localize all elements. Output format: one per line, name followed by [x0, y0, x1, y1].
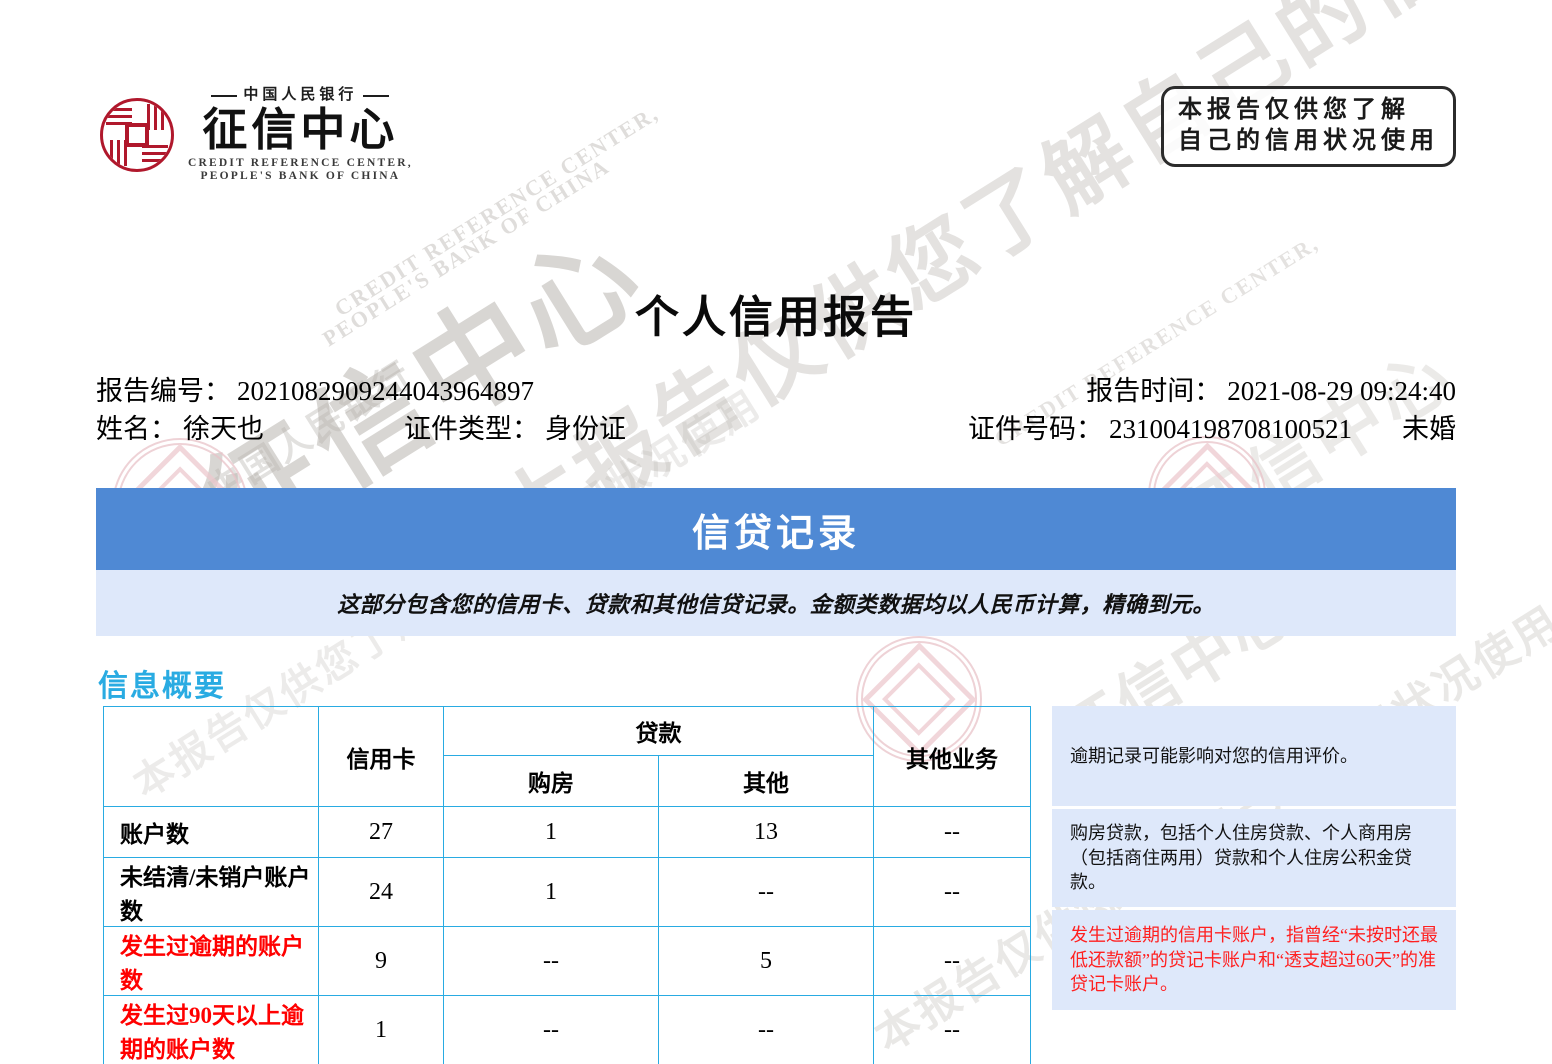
report-number-label: 报告编号：	[96, 376, 231, 406]
note-overdue-card-definition: 发生过逾期的信用卡账户，指曾经“未按时还最低还款额”的贷记卡账户和“透支超过60…	[1052, 910, 1456, 1010]
header-other-business: 其他业务	[873, 706, 1031, 807]
report-number-field: 报告编号： 2021082909244043964897	[96, 372, 534, 410]
cell-loan-other: 5	[658, 926, 874, 996]
table-row: 发生过逾期的账户数 9 -- 5 --	[103, 926, 1031, 996]
cell-loan-other: --	[658, 857, 874, 927]
report-time-value: 2021-08-29 09:24:40	[1227, 376, 1456, 406]
cell-other-business: --	[873, 806, 1031, 858]
page-title: 个人信用报告	[635, 293, 917, 342]
logo-top-line: 中国人民银行	[243, 87, 358, 103]
section-banner-subtitle: 这部分包含您的信用卡、贷款和其他信贷记录。金额类数据均以人民币计算，精确到元。	[337, 592, 1215, 617]
cell-other-business: --	[873, 995, 1031, 1064]
report-meta: 报告编号： 2021082909244043964897 报告时间： 2021-…	[96, 372, 1456, 449]
summary-table-head: 信用卡 贷款 其他业务 购房 其他	[103, 706, 1031, 807]
logo-rule-left	[211, 94, 238, 97]
id-number-label: 证件号码：	[968, 414, 1103, 445]
cell-loan-other: 13	[658, 806, 874, 858]
note-text: 购房贷款，包括个人住房贷款、个人商用房（包括商住两用）贷款和个人住房公积金贷款。	[1070, 822, 1412, 893]
usage-notice-badge: 本报告仅供您了解 自己的信用状况使用	[1161, 86, 1456, 168]
note-overdue-impact: 逾期记录可能影响对您的信用评价。	[1052, 706, 1456, 806]
summary-table-body: 账户数 27 1 13 -- 未结清/未销户账户数 24 1 -- -- 发生过…	[103, 806, 1031, 1064]
marital-status-value: 未婚	[1402, 414, 1456, 445]
note-text: 逾期记录可能影响对您的信用评价。	[1070, 745, 1358, 766]
report-number-value: 2021082909244043964897	[237, 376, 534, 406]
summary-table: 信用卡 贷款 其他业务 购房 其他 账户数 27 1 13 -- 未结清/未销户…	[103, 706, 1031, 1064]
summary-notes: 逾期记录可能影响对您的信用评价。 购房贷款，包括个人住房贷款、个人商用房（包括商…	[1052, 706, 1456, 1013]
section-banner-credit-record: 信贷记录	[96, 488, 1456, 570]
cell-credit-card: 1	[318, 995, 444, 1064]
row-label: 发生过90天以上逾期的账户数	[103, 995, 319, 1064]
cell-loan-house: --	[443, 995, 659, 1064]
table-header-row-1: 信用卡 贷款 其他业务	[103, 706, 1031, 807]
section-banner-title: 信贷记录	[691, 512, 860, 555]
usage-notice-line-1: 本报告仅供您了解	[1178, 97, 1410, 123]
logo-sub-line-1: CREDIT REFERENCE CENTER,	[188, 157, 413, 170]
header-loan-group: 贷款	[443, 706, 874, 756]
row-label: 发生过逾期的账户数	[103, 926, 319, 996]
header-loan-house: 购房	[443, 755, 659, 807]
logo-main-text: 征信中心	[202, 105, 399, 155]
cell-loan-house: --	[443, 926, 659, 996]
identity-left-group: 姓名： 徐天也 证件类型： 身份证	[96, 410, 626, 448]
table-row: 未结清/未销户账户数 24 1 -- --	[103, 857, 1031, 927]
summary-heading: 信息概要	[98, 670, 226, 703]
table-row: 发生过90天以上逾期的账户数 1 -- -- --	[103, 995, 1031, 1064]
row-label: 未结清/未销户账户数	[103, 857, 319, 927]
cell-loan-house: 1	[443, 857, 659, 927]
header-credit-card: 信用卡	[318, 706, 444, 807]
cell-other-business: --	[873, 926, 1031, 996]
cell-credit-card: 24	[318, 857, 444, 927]
pboc-credit-center-logo: 中国人民银行 征信中心 CREDIT REFERENCE CENTER, PEO…	[100, 88, 413, 182]
header-corner-blank	[103, 706, 319, 807]
pboc-emblem-icon	[100, 98, 174, 173]
id-type-label: 证件类型：	[404, 414, 539, 445]
cell-other-business: --	[873, 857, 1031, 927]
usage-notice-line-2: 自己的信用状况使用	[1178, 127, 1439, 154]
note-text: 发生过逾期的信用卡账户，指曾经“未按时还最低还款额”的贷记卡账户和“透支超过60…	[1070, 924, 1438, 995]
cell-loan-other: --	[658, 995, 874, 1064]
name-value: 徐天也	[183, 414, 264, 445]
cell-credit-card: 9	[318, 926, 444, 996]
row-label: 账户数	[103, 806, 319, 858]
note-house-loan-definition: 购房贷款，包括个人住房贷款、个人商用房（包括商住两用）贷款和个人住房公积金贷款。	[1052, 809, 1456, 907]
name-label: 姓名：	[96, 414, 177, 445]
report-time-label: 报告时间：	[1086, 376, 1222, 406]
logo-rule-right	[363, 94, 390, 97]
logo-top-line-wrap: 中国人民银行	[211, 87, 390, 103]
report-time-field: 报告时间： 2021-08-29 09:24:40	[1086, 372, 1456, 410]
table-row: 账户数 27 1 13 --	[103, 806, 1031, 858]
cell-credit-card: 27	[318, 806, 444, 858]
identity-right-group: 证件号码： 231004198708100521 未婚	[968, 410, 1456, 448]
logo-sub-line-2: PEOPLE'S BANK OF CHINA	[200, 169, 401, 182]
meta-row-bottom: 姓名： 徐天也 证件类型： 身份证 证件号码： 2310041987081005…	[96, 410, 1456, 448]
table-header-row-2: 购房 其他	[104, 755, 1031, 807]
cell-loan-house: 1	[443, 806, 659, 858]
id-number-value: 231004198708100521	[1109, 414, 1352, 445]
header-loan-other: 其他	[658, 755, 874, 807]
meta-row-top: 报告编号： 2021082909244043964897 报告时间： 2021-…	[96, 372, 1456, 410]
section-banner-subtitle-bar: 这部分包含您的信用卡、贷款和其他信贷记录。金额类数据均以人民币计算，精确到元。	[96, 570, 1456, 636]
id-type-value: 身份证	[545, 414, 626, 445]
